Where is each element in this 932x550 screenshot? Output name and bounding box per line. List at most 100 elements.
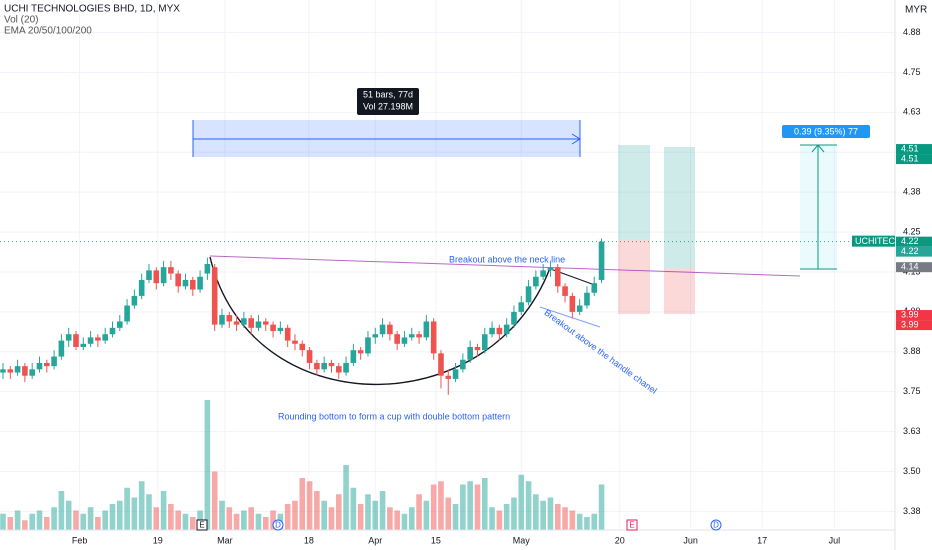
candle-body xyxy=(29,369,35,376)
candle-body xyxy=(248,318,254,328)
volume-bar xyxy=(533,494,539,530)
arrow-head xyxy=(811,144,825,153)
candle-body xyxy=(65,334,72,341)
candle-body xyxy=(80,343,87,347)
event-label: D xyxy=(275,521,281,530)
y-tick-label: 4.38 xyxy=(903,187,921,197)
y-tick-label: 4.75 xyxy=(903,67,921,77)
volume-bar xyxy=(357,504,364,530)
candle-body xyxy=(533,276,539,287)
volume-bar xyxy=(153,507,160,530)
volume-bar xyxy=(467,481,473,530)
y-tick-label: 3.75 xyxy=(903,386,921,396)
y-tick-label: 4.63 xyxy=(903,107,921,117)
candle-body xyxy=(335,366,342,373)
candle-body xyxy=(562,286,568,296)
volume-bar xyxy=(51,507,57,530)
event-marker xyxy=(272,519,284,531)
candle-body xyxy=(58,340,65,357)
candle-body xyxy=(357,350,364,354)
volume-bar xyxy=(175,510,181,530)
volume-bar xyxy=(160,491,167,530)
y-tick-label: 3.63 xyxy=(903,426,921,436)
price-tag xyxy=(896,246,932,257)
candle-body xyxy=(116,321,123,328)
x-tick-label: Jun xyxy=(683,535,698,545)
volume-bar xyxy=(372,500,379,530)
candle-body xyxy=(95,337,101,341)
volume-bar xyxy=(102,510,108,530)
y-tick-label: 3.38 xyxy=(903,506,921,516)
volume-bar xyxy=(343,465,349,530)
x-tick-label: 19 xyxy=(153,535,163,545)
volume-bar xyxy=(460,484,466,530)
x-tick-label: 18 xyxy=(304,535,314,545)
candle-body xyxy=(379,324,386,335)
volume-bar xyxy=(182,513,189,530)
volume-bar xyxy=(146,494,152,530)
x-tick-label: Jul xyxy=(829,535,841,545)
y-tick-label: 3.88 xyxy=(903,346,921,356)
volume-bar xyxy=(481,478,488,530)
event-marker xyxy=(196,519,208,531)
candle-body xyxy=(131,295,138,306)
x-tick-label: May xyxy=(513,535,531,545)
arrow-head xyxy=(571,133,581,145)
price-tag-label: 4.14 xyxy=(901,262,919,272)
candle-body xyxy=(445,375,452,379)
volume-bar xyxy=(554,504,561,530)
candle-body xyxy=(306,350,313,363)
candle-body xyxy=(204,263,211,274)
volume-bar xyxy=(95,517,101,530)
candle-body xyxy=(430,321,437,354)
tooltip xyxy=(357,88,419,115)
price-tag xyxy=(896,154,932,165)
x-tick-label: Feb xyxy=(72,535,88,545)
event-marker xyxy=(626,519,638,531)
annotation: Breakout above the neck line xyxy=(449,254,565,264)
volume-bar xyxy=(233,513,240,530)
volume-bar xyxy=(241,510,247,530)
volume-bar xyxy=(408,507,415,530)
candle-body xyxy=(547,267,554,271)
volume-bar xyxy=(87,507,94,530)
volume-bar xyxy=(270,510,276,530)
volume-bar xyxy=(525,481,532,530)
long-position-stop xyxy=(664,268,695,314)
y-tick-label: 3.50 xyxy=(903,466,921,476)
volume-bar xyxy=(335,494,342,530)
candle-body xyxy=(43,362,50,367)
candle-body xyxy=(525,286,532,303)
volume-bar xyxy=(262,517,269,530)
candle-body xyxy=(168,267,174,274)
measure-label-box xyxy=(782,125,870,138)
candle-body xyxy=(175,273,181,287)
price-tag-label: 3.99 xyxy=(901,319,919,329)
volume-bar xyxy=(365,494,371,530)
volume-bar xyxy=(430,484,437,530)
volume-bar xyxy=(518,474,525,530)
long-position-stop xyxy=(618,240,650,314)
measure-label: 0.39 (9.35%) 77 xyxy=(794,126,858,136)
volume-bar xyxy=(576,513,583,530)
volume-bar xyxy=(226,507,233,530)
volume-bar xyxy=(584,517,590,530)
candle-body xyxy=(591,283,598,293)
candle-body xyxy=(22,366,28,376)
candle-body xyxy=(197,276,203,290)
chart-title: UCHI TECHNOLOGIES BHD, 1D, MYX xyxy=(4,4,180,15)
candle-body xyxy=(518,302,525,312)
volume-bar xyxy=(445,497,452,530)
candle-body xyxy=(481,334,488,351)
volume-bar xyxy=(598,484,605,530)
volume-bar xyxy=(496,510,503,530)
candle-body xyxy=(343,362,349,373)
candle-body xyxy=(233,321,240,325)
candle-body xyxy=(584,292,590,306)
x-tick-label: 15 xyxy=(431,535,441,545)
volume-bar xyxy=(36,510,43,530)
tooltip-text: Vol 27.198M xyxy=(363,101,413,111)
volume-bar xyxy=(189,517,196,530)
